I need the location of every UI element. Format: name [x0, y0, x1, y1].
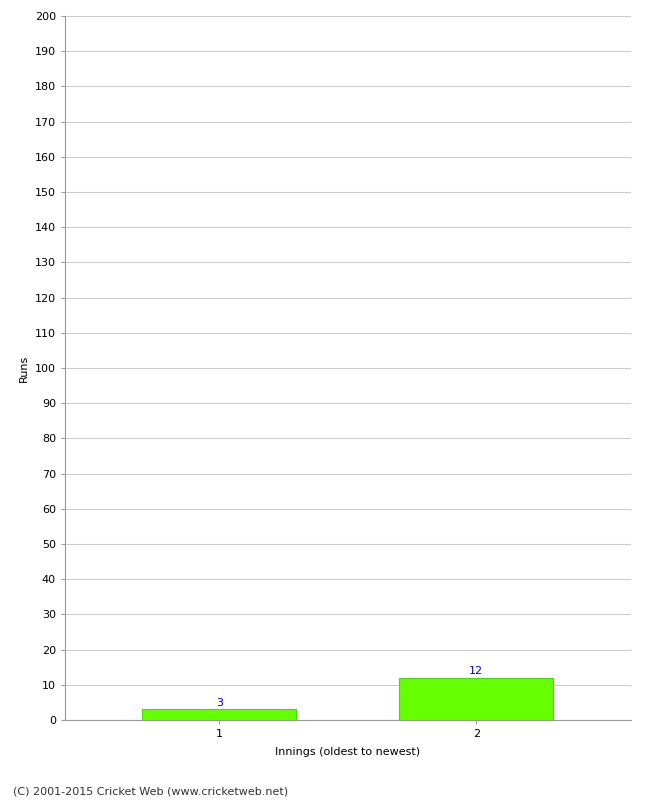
- Bar: [399, 678, 553, 720]
- X-axis label: Innings (oldest to newest): Innings (oldest to newest): [275, 747, 421, 758]
- Y-axis label: Runs: Runs: [20, 354, 29, 382]
- Bar: [142, 710, 296, 720]
- Text: 12: 12: [469, 666, 484, 676]
- Text: 3: 3: [216, 698, 223, 708]
- Text: (C) 2001-2015 Cricket Web (www.cricketweb.net): (C) 2001-2015 Cricket Web (www.cricketwe…: [13, 786, 288, 796]
